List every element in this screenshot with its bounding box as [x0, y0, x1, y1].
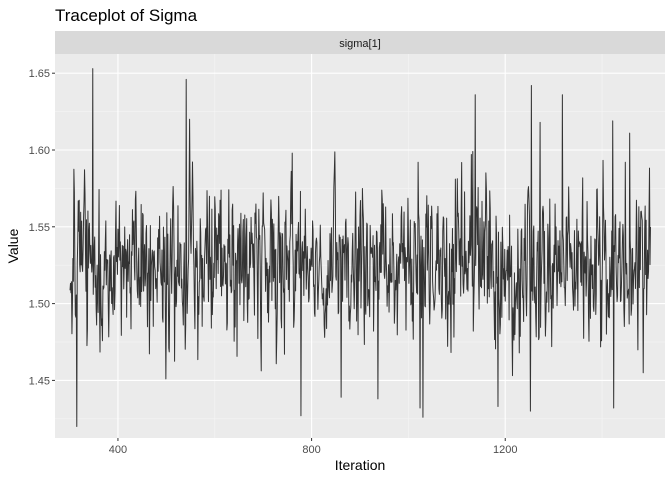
- y-tick-label: 1.45: [29, 375, 50, 387]
- x-tick-label: 400: [109, 444, 127, 456]
- facet-strip: sigma[1]: [55, 31, 665, 54]
- facet-strip-label: sigma[1]: [339, 38, 381, 50]
- trace-line: [69, 68, 651, 427]
- x-axis-title: Iteration: [335, 457, 386, 473]
- y-tick-label: 1.60: [29, 145, 50, 157]
- y-tick-label: 1.50: [29, 299, 50, 311]
- y-tick-label: 1.65: [29, 68, 50, 80]
- x-axis: 400 800 1200: [109, 438, 517, 456]
- chart-title: Traceplot of Sigma: [55, 6, 198, 25]
- x-tick-label: 800: [302, 444, 320, 456]
- y-axis-title: Value: [5, 228, 21, 263]
- x-tick-label: 1200: [493, 444, 517, 456]
- facet-strip-background: [55, 31, 665, 54]
- trace-line-series: [69, 68, 651, 427]
- y-axis: 1.45 1.50 1.55 1.60 1.65: [29, 68, 55, 387]
- y-tick-label: 1.55: [29, 222, 50, 234]
